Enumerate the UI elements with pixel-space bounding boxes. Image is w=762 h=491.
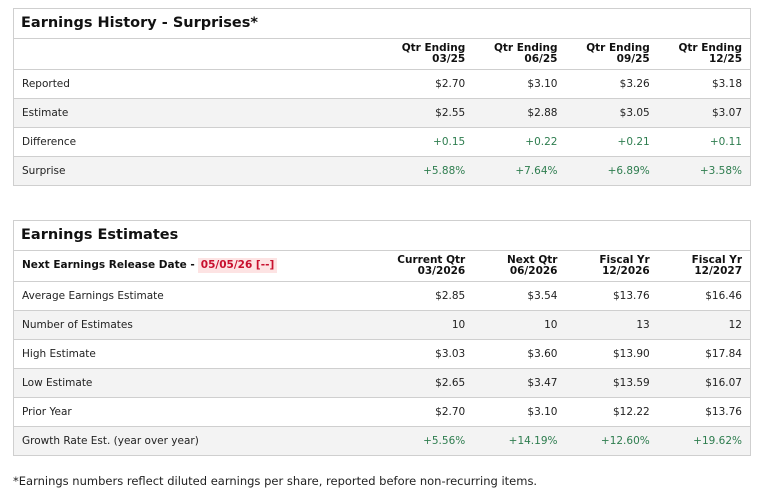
cell-value: $13.59	[565, 368, 658, 398]
row-label: Surprise	[22, 164, 66, 177]
cell-value: $3.47	[473, 368, 566, 398]
row-label: Low Estimate	[14, 368, 381, 398]
table-row-average-estimate: Average Earnings Estimate $2.85 $3.54 $1…	[14, 281, 750, 311]
column-header: Fiscal Yr 12/2027	[657, 251, 750, 282]
row-label: Prior Year	[14, 397, 381, 427]
table-row-reported: Reported $2.70 $3.10 $3.26 $3.18	[14, 69, 750, 99]
column-header: Fiscal Yr 12/2026	[565, 251, 658, 282]
cell-value: $2.85	[380, 281, 474, 311]
cell-value: $2.70	[380, 69, 474, 99]
cell-value: +0.22	[473, 127, 566, 157]
row-label: Average Earnings Estimate	[14, 281, 381, 311]
cell-value: $3.18	[657, 69, 750, 99]
table-header-row: Next Earnings Release Date -05/05/26 [--…	[14, 251, 750, 282]
cell-value: $3.10	[473, 397, 566, 427]
cell-value: $13.76	[565, 281, 658, 311]
cell-value: +12.60%	[600, 434, 650, 447]
row-label-header	[14, 39, 381, 70]
cell-value: $3.26	[565, 69, 658, 99]
footnote: *Earnings numbers reflect diluted earnin…	[13, 474, 538, 488]
table-row-difference: Difference +0.15 +0.22 +0.21 +0.11	[14, 127, 750, 157]
release-date-badge: 05/05/26 [--]	[197, 258, 278, 274]
row-label: Reported	[14, 69, 381, 99]
cell-value: $3.03	[380, 339, 474, 369]
cell-value: +5.56%	[423, 434, 466, 447]
column-header: Qtr Ending 12/25	[657, 39, 750, 70]
earnings-history-panel: Earnings History - Surprises* Qtr Ending…	[13, 8, 751, 186]
table-header-row: Qtr Ending 03/25 Qtr Ending 06/25 Qtr Endi…	[14, 39, 750, 70]
cell-value: $13.90	[565, 339, 658, 369]
earnings-history-title: Earnings History - Surprises*	[14, 9, 750, 39]
column-header: Next Qtr 06/2026	[473, 251, 566, 282]
cell-value: +5.88%	[423, 164, 466, 177]
cell-value: +0.21	[565, 127, 658, 157]
table-row-low-estimate: Low Estimate $2.65 $3.47 $13.59 $16.07	[14, 368, 750, 398]
cell-value: +7.64%	[515, 164, 558, 177]
cell-value: $2.88	[473, 98, 566, 128]
cell-value: $3.54	[473, 281, 566, 311]
column-header: Qtr Ending 03/25	[380, 39, 474, 70]
cell-value: 12	[657, 310, 750, 340]
cell-value: +6.89%	[607, 164, 650, 177]
column-header: Current Qtr 03/2026	[380, 251, 474, 282]
table-row-surprise: Surprise +5.88% +7.64% +6.89% +3.58%	[14, 156, 750, 185]
row-label: Estimate	[14, 98, 381, 128]
column-header: Qtr Ending 09/25	[565, 39, 658, 70]
table-row-growth-rate: Growth Rate Est. (year over year) +5.56%…	[14, 426, 750, 455]
row-label: Difference	[14, 127, 381, 157]
table-row-number-of-estimates: Number of Estimates 10 10 13 12	[14, 310, 750, 340]
cell-value: +0.15	[380, 127, 474, 157]
cell-value: 10	[473, 310, 566, 340]
column-header: Qtr Ending 06/25	[473, 39, 566, 70]
cell-value: $2.55	[380, 98, 474, 128]
cell-value: $2.70	[380, 397, 474, 427]
row-label: Number of Estimates	[14, 310, 381, 340]
cell-value: +3.58%	[699, 164, 742, 177]
earnings-estimates-panel: Earnings Estimates Next Earnings Release…	[13, 220, 751, 456]
earnings-estimates-table: Next Earnings Release Date -05/05/26 [--…	[14, 251, 750, 455]
cell-value: $3.05	[565, 98, 658, 128]
release-date-label: Next Earnings Release Date -	[22, 259, 195, 272]
row-label: High Estimate	[14, 339, 381, 369]
cell-value: 13	[565, 310, 658, 340]
table-row-estimate: Estimate $2.55 $2.88 $3.05 $3.07	[14, 98, 750, 128]
cell-value: +0.11	[657, 127, 750, 157]
cell-value: $3.07	[657, 98, 750, 128]
next-release-date-header: Next Earnings Release Date -05/05/26 [--…	[14, 251, 381, 282]
cell-value: $13.76	[657, 397, 750, 427]
cell-value: $16.46	[657, 281, 750, 311]
cell-value: +14.19%	[508, 434, 558, 447]
table-row-prior-year: Prior Year $2.70 $3.10 $12.22 $13.76	[14, 397, 750, 427]
cell-value: +19.62%	[693, 434, 742, 447]
cell-value: $3.60	[473, 339, 566, 369]
cell-value: $3.10	[473, 69, 566, 99]
cell-value: $17.84	[657, 339, 750, 369]
cell-value: $12.22	[565, 397, 658, 427]
table-row-high-estimate: High Estimate $3.03 $3.60 $13.90 $17.84	[14, 339, 750, 369]
earnings-estimates-title: Earnings Estimates	[14, 221, 750, 251]
cell-value: 10	[380, 310, 474, 340]
earnings-history-table: Qtr Ending 03/25 Qtr Ending 06/25 Qtr Endi…	[14, 39, 750, 185]
cell-value: $2.65	[380, 368, 474, 398]
cell-value: $16.07	[657, 368, 750, 398]
row-label: Growth Rate Est. (year over year)	[22, 434, 199, 447]
